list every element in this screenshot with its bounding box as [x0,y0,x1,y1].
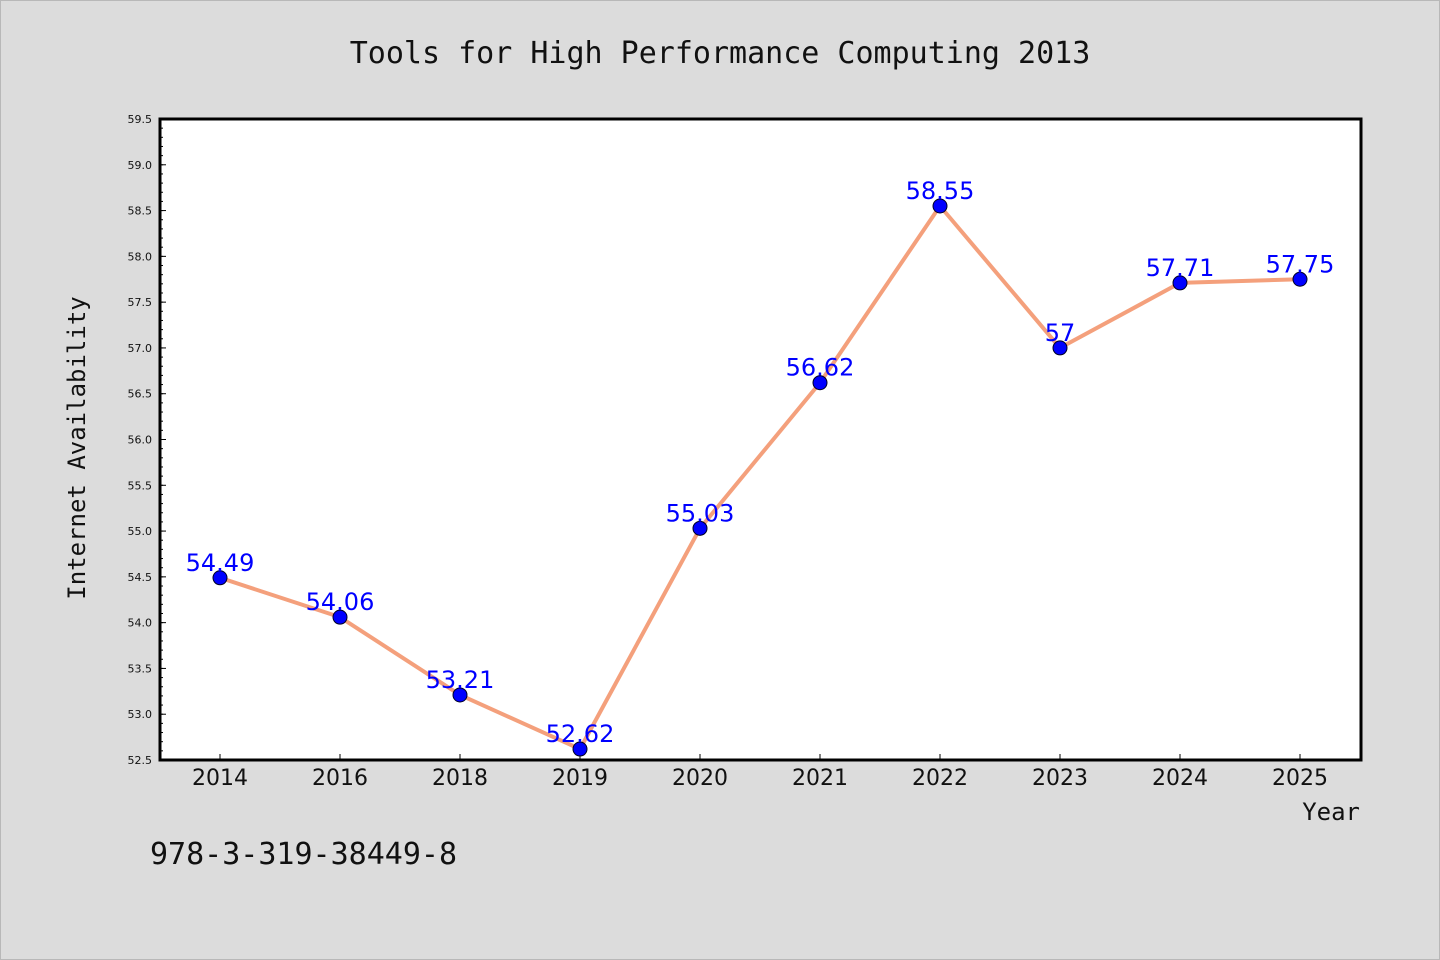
data-label: 53.21 [426,666,495,694]
y-tick-label: 52.5 [128,754,153,767]
data-point-marker [932,198,948,214]
data-point-marker [452,687,468,703]
x-tick-label: 2020 [672,766,728,791]
y-tick-label: 55.0 [128,525,153,538]
x-axis: 2014 2016 2018 2019 2020 2021 2022 2023 2024 2025 [192,754,1328,791]
data-label: 54.49 [186,549,255,577]
y-tick-label: 54.5 [128,571,153,584]
data-label-group: 54.49 54.06 53.21 52.62 55.03 56.62 58.55 57 57.… [186,177,1335,748]
data-point-marker [812,375,828,391]
x-tick-label: 2014 [192,766,248,791]
data-point-marker [1172,275,1188,291]
x-tick-label: 2024 [1152,766,1208,791]
data-point-marker [332,609,348,625]
data-point-marker [212,570,228,586]
x-tick-label: 2018 [432,766,488,791]
y-tick-label: 57.5 [128,296,153,309]
y-tick-label: 56.0 [128,434,153,447]
plot-area [158,117,1363,762]
data-label: 57 [1045,319,1076,347]
data-point-marker [1292,271,1308,287]
data-point-marker [572,741,588,757]
data-label: 56.62 [786,354,855,382]
y-tick-label: 59.5 [128,113,153,126]
x-tick-label: 2016 [312,766,368,791]
footer-isbn: 978-3-319-38449-8 [150,837,457,872]
data-point-marker [692,520,708,536]
x-tick-label: 2022 [912,766,968,791]
x-tick-label: 2019 [552,766,608,791]
y-axis: 52.5 53.0 53.5 54.0 54.5 55.0 55.5 56.0 56.5 57.0… [128,113,166,767]
y-tick-label: 53.5 [128,662,153,675]
series-line [218,203,1302,752]
x-tick-label: 2021 [792,766,848,791]
y-tick-label: 54.0 [128,617,153,630]
data-label: 57.75 [1266,250,1335,278]
y-axis-label: Internet Availability [63,296,91,599]
data-point-marker [1052,340,1068,356]
data-label: 55.03 [666,499,735,527]
data-label: 58.55 [906,177,975,205]
chart-title: Tools for High Performance Computing 201… [350,36,1091,71]
data-label: 54.06 [306,588,375,616]
y-tick-label: 59.0 [128,159,153,172]
marker-group [212,198,1308,757]
y-tick-label: 57.0 [128,342,153,355]
y-tick-label: 58.0 [128,250,153,263]
y-tick-label: 58.5 [128,205,153,218]
y-tick-label: 56.5 [128,388,153,401]
y-tick-label: 53.0 [128,708,153,721]
data-label: 57.71 [1146,254,1215,282]
y-tick-label: 55.5 [128,479,153,492]
series-line-group [218,203,1302,752]
x-axis-label: Year [1302,798,1360,826]
x-tick-label: 2023 [1032,766,1088,791]
data-label: 52.62 [546,720,615,748]
x-tick-label: 2025 [1272,766,1328,791]
